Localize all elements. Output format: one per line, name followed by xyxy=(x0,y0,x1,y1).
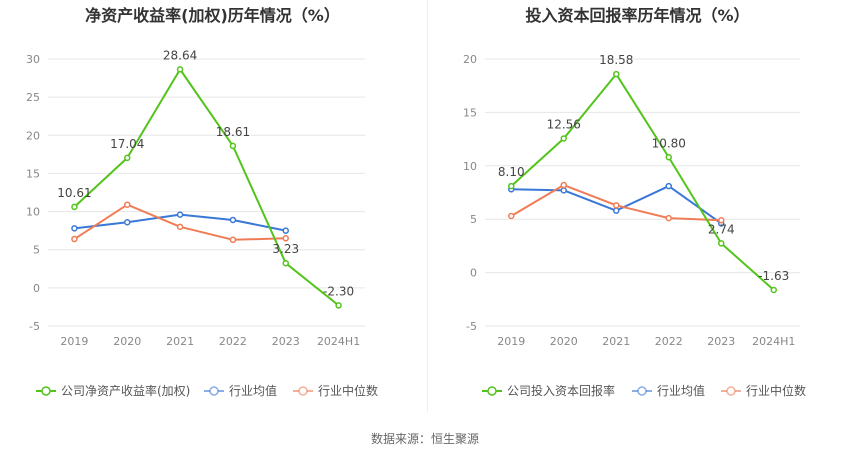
x-tick-label-roe-4: 2023 xyxy=(272,335,300,348)
data-point-roic-company-5[interactable] xyxy=(770,286,777,294)
series-line-roe-company xyxy=(73,68,340,307)
data-point-roe-company-0[interactable] xyxy=(71,203,78,211)
data-point-roe-company-4[interactable] xyxy=(282,259,289,267)
y-tick-label-roic-3: 10 xyxy=(463,160,477,173)
data-label-roe-0: 10.61 xyxy=(57,186,91,200)
legend-label-roic-company[interactable]: 公司投入资本回报率 xyxy=(507,383,615,398)
data-label-roic-0: 8.10 xyxy=(498,165,525,179)
x-tick-label-roic-5: 2024H1 xyxy=(752,335,795,348)
data-label-roic-5: -1.63 xyxy=(758,269,789,283)
y-tick-label-roe-2: 5 xyxy=(33,244,40,257)
data-point-roe-company-1[interactable] xyxy=(124,154,131,162)
legend-marker-roic-company[interactable] xyxy=(487,386,497,396)
legend-label-roic-median[interactable]: 行业中位数 xyxy=(746,383,806,398)
data-point-roic-median-1[interactable] xyxy=(560,181,567,189)
data-label-roic-1: 12.56 xyxy=(547,117,581,131)
data-point-roic-company-0[interactable] xyxy=(508,182,515,190)
x-tick-label-roic-0: 2019 xyxy=(497,335,525,348)
y-tick-label-roe-6: 25 xyxy=(26,91,40,104)
series-line-roic-company xyxy=(510,73,775,291)
data-point-roe-company-2[interactable] xyxy=(176,66,184,73)
y-tick-label-roic-0: -5 xyxy=(466,320,477,333)
data-source-note: 数据来源：恒生聚源 xyxy=(370,432,479,446)
data-point-roe-avg-0[interactable] xyxy=(71,225,78,232)
data-point-roic-avg-1[interactable] xyxy=(560,187,567,194)
data-point-roe-avg-4[interactable] xyxy=(282,227,289,234)
x-tick-label-roe-3: 2022 xyxy=(219,335,247,348)
data-point-roe-avg-2[interactable] xyxy=(176,211,184,218)
data-point-roe-median-4[interactable] xyxy=(282,235,289,242)
y-tick-label-roe-7: 30 xyxy=(26,53,40,66)
legend-marker-roic-avg[interactable] xyxy=(637,386,647,396)
data-point-roe-median-2[interactable] xyxy=(176,223,184,231)
y-tick-label-roic-1: 0 xyxy=(470,267,477,280)
legend-label-roe-avg[interactable]: 行业均值 xyxy=(229,383,277,398)
legend-label-roe-company[interactable]: 公司净资产收益率(加权) xyxy=(61,383,190,398)
data-point-roic-company-2[interactable] xyxy=(613,70,620,78)
y-tick-label-roe-1: 0 xyxy=(33,282,40,295)
data-point-roic-company-3[interactable] xyxy=(665,154,672,161)
legend-marker-roe-median[interactable] xyxy=(298,386,308,396)
x-tick-label-roic-1: 2020 xyxy=(550,335,578,348)
x-tick-label-roe-1: 2020 xyxy=(113,335,141,348)
x-tick-label-roic-3: 2022 xyxy=(655,335,683,348)
data-point-roe-median-1[interactable] xyxy=(124,201,131,208)
data-label-roic-2: 18.58 xyxy=(599,53,633,67)
panel-divider xyxy=(427,0,428,412)
data-point-roe-avg-3[interactable] xyxy=(229,216,237,224)
data-label-roe-3: 18.61 xyxy=(216,125,250,139)
data-point-roe-median-3[interactable] xyxy=(229,236,237,244)
data-point-roic-avg-2[interactable] xyxy=(613,207,620,214)
data-label-roe-2: 28.64 xyxy=(163,48,197,62)
y-tick-label-roic-5: 20 xyxy=(463,53,477,66)
y-tick-label-roe-3: 10 xyxy=(26,206,40,219)
chart-title-roe: 净资产收益率(加权)历年情况（%） xyxy=(85,6,340,25)
data-point-roic-company-1[interactable] xyxy=(560,135,567,142)
data-point-roic-company-4[interactable] xyxy=(718,240,725,247)
data-label-roic-3: 10.80 xyxy=(652,136,686,150)
data-label-roic-4: 2.74 xyxy=(708,222,735,236)
x-tick-label-roic-4: 2023 xyxy=(707,335,735,348)
y-tick-label-roe-5: 20 xyxy=(26,129,40,142)
x-tick-label-roic-2: 2021 xyxy=(602,335,630,348)
x-tick-label-roe-0: 2019 xyxy=(60,335,88,348)
y-tick-label-roic-4: 15 xyxy=(463,106,477,119)
y-tick-label-roic-2: 5 xyxy=(470,213,477,226)
y-tick-label-roe-4: 15 xyxy=(26,167,40,180)
data-point-roic-median-4[interactable] xyxy=(718,217,725,224)
data-point-roic-avg-3[interactable] xyxy=(665,182,672,190)
data-point-roe-company-5[interactable] xyxy=(335,302,342,309)
legend-label-roe-median[interactable]: 行业中位数 xyxy=(318,383,378,398)
chart-title-roic: 投入资本回报率历年情况（%） xyxy=(525,6,750,25)
data-point-roe-company-3[interactable] xyxy=(229,142,237,150)
data-label-roe-5: -2.30 xyxy=(323,284,354,298)
data-point-roic-median-3[interactable] xyxy=(665,214,672,222)
legend-label-roic-avg[interactable]: 行业均值 xyxy=(657,383,705,398)
data-point-roic-median-0[interactable] xyxy=(508,212,515,220)
data-point-roe-median-0[interactable] xyxy=(71,235,78,243)
x-tick-label-roe-5: 2024H1 xyxy=(317,335,360,348)
data-point-roic-median-2[interactable] xyxy=(613,202,620,209)
x-tick-label-roe-2: 2021 xyxy=(166,335,194,348)
legend-marker-roe-company[interactable] xyxy=(41,386,51,396)
series-line-roe-median xyxy=(73,203,286,241)
data-label-roe-4: 3.23 xyxy=(272,242,299,256)
data-point-roe-avg-1[interactable] xyxy=(124,219,131,226)
data-label-roe-1: 17.04 xyxy=(110,137,144,151)
legend-marker-roe-avg[interactable] xyxy=(209,386,219,396)
legend-marker-roic-median[interactable] xyxy=(726,386,736,396)
y-tick-label-roe-0: -5 xyxy=(29,320,40,333)
